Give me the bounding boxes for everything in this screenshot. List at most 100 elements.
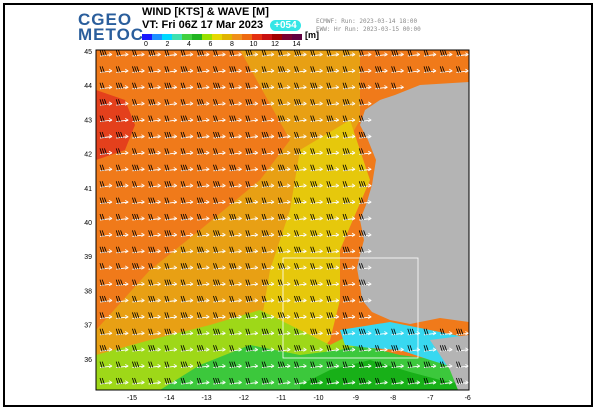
wind-barb: [310, 377, 323, 385]
wind-barb: [407, 345, 421, 352]
valid-time: VT: Fri 06Z 17 Mar 2023 +054: [142, 19, 301, 31]
wind-barb: [358, 230, 372, 237]
wind-barb: [229, 66, 242, 73]
wind-barb: [342, 377, 356, 385]
wind-barb: [99, 131, 113, 139]
wind-barb: [196, 164, 210, 172]
wind-barb: [213, 131, 226, 139]
wind-barb: [326, 377, 340, 385]
wind-barb: [148, 164, 161, 172]
wind-barb: [310, 197, 323, 205]
wind-barb: [99, 213, 113, 221]
wind-barb: [375, 345, 388, 352]
wind-barb: [196, 361, 210, 369]
wind-barb: [294, 263, 307, 270]
wind-barb: [358, 148, 372, 155]
wind-barb: [277, 295, 291, 303]
wind-barb: [423, 66, 437, 73]
colorbar-tick-label: 6: [208, 41, 213, 48]
wind-barb: [213, 148, 226, 155]
wind-barb: [358, 312, 372, 319]
wind-barb: [358, 50, 372, 57]
colorbar-swatch: [202, 34, 212, 40]
wind-barb: [358, 164, 372, 172]
wind-barb: [456, 361, 469, 369]
wind-barb: [294, 328, 307, 336]
wind-barb: [342, 230, 356, 237]
wind-barb: [245, 131, 259, 139]
wind-barb: [229, 164, 242, 172]
wind-barb: [245, 99, 259, 106]
wind-barb: [180, 131, 194, 139]
wind-barb: [196, 213, 210, 221]
wind-barb: [261, 148, 275, 155]
lat-label: 41: [84, 186, 92, 193]
wind-barb: [294, 99, 307, 106]
colorbar-swatch: [242, 34, 252, 40]
wind-barb: [148, 50, 161, 57]
wind-barb: [164, 246, 178, 254]
wind-barb: [213, 164, 226, 172]
wind-barb: [407, 50, 421, 57]
wind-barb: [342, 279, 356, 287]
wind-barb: [245, 115, 259, 123]
wind-barb: [229, 213, 242, 221]
wind-barb: [164, 361, 178, 369]
lon-label: -7: [427, 395, 433, 402]
wind-barb: [342, 345, 356, 352]
wind-barb: [115, 131, 129, 139]
wind-barb: [213, 99, 226, 106]
wind-barb: [326, 345, 340, 352]
wind-barb: [132, 377, 145, 385]
wind-barb: [294, 345, 307, 352]
wind-barb: [196, 82, 210, 90]
wind-barb: [342, 295, 356, 303]
wind-barb: [294, 164, 307, 172]
wind-barb: [358, 197, 372, 205]
wind-barb: [229, 345, 242, 352]
wind-barb: [245, 345, 259, 352]
wind-barb: [99, 328, 113, 336]
wave-field-red: [96, 90, 135, 160]
wind-barb: [277, 361, 291, 369]
wind-barb: [358, 82, 372, 90]
wind-barb: [245, 197, 259, 205]
wind-barb: [261, 115, 275, 123]
wind-barb: [375, 377, 388, 385]
wind-barb: [180, 82, 194, 90]
wind-barb: [99, 99, 113, 106]
lon-label: -13: [202, 395, 212, 402]
wind-barb: [358, 213, 372, 221]
wind-barb: [310, 361, 323, 369]
wind-barb: [115, 377, 129, 385]
wind-barb: [148, 197, 161, 205]
wind-barb: [213, 377, 226, 385]
wind-barbs-layer: [99, 50, 469, 385]
wind-barb: [148, 66, 161, 73]
wind-barb: [148, 181, 161, 188]
wind-barb: [407, 328, 421, 336]
wind-barb: [180, 164, 194, 172]
wind-barb: [148, 263, 161, 270]
wind-barb: [245, 279, 259, 287]
wind-barb: [229, 312, 242, 319]
wind-barb: [180, 148, 194, 155]
wind-barb: [115, 263, 129, 270]
wind-barb: [164, 148, 178, 155]
lon-label: -14: [164, 395, 174, 402]
wind-barb: [277, 279, 291, 287]
wind-barb: [326, 230, 340, 237]
wind-barb: [277, 345, 291, 352]
wind-barb: [310, 213, 323, 221]
wind-barb: [261, 99, 275, 106]
wind-barb: [358, 66, 372, 73]
wind-barb: [277, 230, 291, 237]
wind-barb: [342, 131, 356, 139]
wind-barb: [180, 115, 194, 123]
wind-barb: [391, 66, 404, 73]
wind-barb: [277, 164, 291, 172]
wind-barb: [358, 328, 372, 336]
wind-barb: [310, 66, 323, 73]
wind-barb: [245, 246, 259, 254]
wind-barb: [164, 345, 178, 352]
